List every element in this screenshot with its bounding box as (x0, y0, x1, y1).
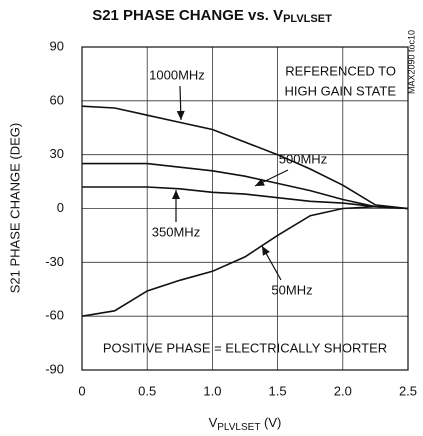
series-line (82, 162, 409, 210)
annotation: REFERENCED TO (285, 63, 396, 78)
y-tick-label: 60 (50, 92, 64, 107)
x-tick-label: 2.5 (399, 383, 417, 398)
title-sub: PLVLSET (283, 13, 332, 25)
x-tick-label: 2.0 (334, 383, 352, 398)
arrow-head (176, 110, 185, 120)
series-line (81, 205, 409, 317)
chart-title: S21 PHASE CHANGE vs. VPLVLSET (92, 7, 332, 25)
x-tick-label: 1.0 (203, 383, 221, 398)
arrow-head (172, 190, 180, 199)
series-label: 500MHz (279, 151, 327, 166)
series-label: 50MHz (271, 282, 312, 297)
y-tick-label: -90 (45, 361, 64, 376)
x-tick-label: 0 (78, 383, 85, 398)
y-tick-label: 0 (57, 200, 64, 215)
xlabel-sub: PLVLSET (217, 422, 260, 433)
side-note: MAX2090 toc10 (406, 30, 416, 94)
annotation: POSITIVE PHASE = ELECTRICALLY SHORTER (103, 340, 387, 355)
y-tick-label: 90 (50, 38, 64, 53)
series-label: 1000MHz (149, 67, 205, 82)
series-line (81, 105, 409, 210)
xlabel-unit: (V) (260, 415, 281, 430)
y-tick-label: 30 (50, 146, 64, 161)
y-tick-label: -60 (45, 308, 64, 323)
annotation: HIGH GAIN STATE (285, 83, 397, 98)
series-line (82, 186, 409, 210)
x-axis-label: VPLVLSET (V) (209, 415, 282, 432)
x-tick-label: 0.5 (138, 383, 156, 398)
y-axis-label: S21 PHASE CHANGE (DEG) (7, 123, 22, 294)
y-tick-label: -30 (45, 254, 64, 269)
xlabel-main: V (209, 415, 218, 430)
arrow-head (255, 178, 265, 186)
x-tick-label: 1.5 (269, 383, 287, 398)
arrow-head (262, 246, 270, 256)
series-label: 350MHz (152, 224, 200, 239)
title-main: S21 PHASE CHANGE vs. V (92, 7, 283, 24)
